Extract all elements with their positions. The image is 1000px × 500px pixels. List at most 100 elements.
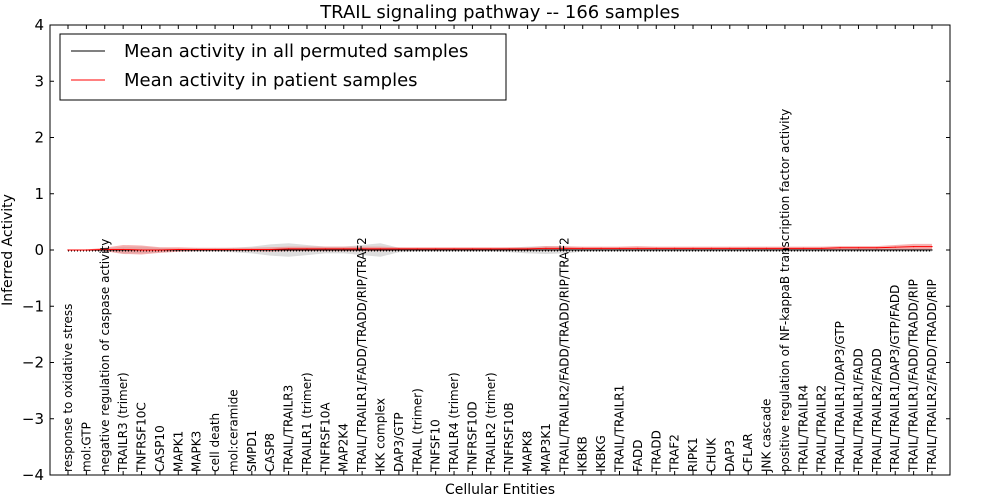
point-series-1	[361, 248, 363, 250]
line-series-1	[68, 246, 932, 251]
point-series-0	[453, 249, 455, 251]
point-series-0	[508, 249, 510, 251]
point-series-0	[398, 249, 400, 251]
point-series-1	[324, 248, 326, 250]
point-series-0	[876, 249, 878, 251]
point-series-1	[416, 248, 418, 250]
x-tick-label: IKK complex	[374, 398, 388, 472]
x-tick-label: TRAILR3 (trimer)	[116, 372, 130, 473]
x-tick-label: TRAIL/TRAILR1/DAP3/GTP/FADD	[888, 285, 902, 473]
x-tick-label: CFLAR	[741, 433, 755, 472]
point-series-1	[251, 248, 253, 251]
x-tick-label: IKBKB	[576, 436, 590, 472]
point-series-0	[655, 249, 657, 251]
y-tick-label: 0	[34, 241, 44, 259]
legend: Mean activity in all permuted samples Me…	[59, 33, 507, 101]
x-axis: response to oxidative stress mol:GTP negat…	[61, 25, 939, 475]
point-series-1	[765, 247, 768, 249]
x-tick-label: TRAIL/TRAILR2	[815, 385, 829, 473]
y-tick-label: 4	[34, 16, 44, 34]
point-series-0	[821, 249, 823, 251]
x-tick-label: MAP3K1	[539, 423, 553, 472]
point-series-1	[839, 247, 841, 249]
x-tick-label: TRAIL/TRAILR3	[282, 385, 296, 473]
x-tick-label: IKBKG	[594, 435, 608, 472]
x-tick-label: MAPK1	[171, 431, 185, 472]
point-series-1	[67, 249, 69, 251]
point-series-1	[287, 248, 290, 250]
point-series-1	[655, 247, 657, 249]
point-series-1	[85, 249, 87, 251]
point-series-1	[453, 248, 455, 250]
point-series-1	[894, 246, 896, 248]
x-tick-label: JNK cascade	[760, 399, 774, 473]
point-series-1	[600, 247, 602, 249]
point-series-1	[637, 247, 639, 249]
x-tick-label: TRAIL/TRAILR2/FADD/TRADD/RIP	[925, 279, 939, 473]
y-tick-label: 3	[34, 72, 44, 90]
x-tick-label: mol:GTP	[79, 422, 93, 472]
x-tick-label: negative regulation of caspase activity	[98, 239, 112, 472]
x-tick-label: TNFSF10	[429, 419, 443, 473]
point-series-0	[287, 249, 290, 251]
point-series-1	[471, 248, 474, 250]
point-series-1	[508, 248, 510, 250]
point-series-0	[379, 249, 382, 251]
point-series-1	[306, 248, 308, 250]
point-series-0	[343, 249, 345, 251]
series-lines	[67, 246, 933, 252]
point-series-1	[140, 249, 143, 251]
point-series-0	[913, 249, 915, 251]
x-tick-label: TRAF2	[668, 434, 682, 473]
point-series-0	[582, 249, 584, 251]
point-series-1	[618, 247, 621, 249]
point-series-0	[545, 249, 547, 251]
x-tick-label: TNFRSF10A	[318, 402, 332, 473]
point-series-1	[435, 248, 437, 250]
y-tick-label: 1	[34, 185, 44, 203]
point-series-1	[214, 248, 216, 251]
x-tick-label: RIPK1	[686, 437, 700, 472]
x-tick-label: response to oxidative stress	[61, 304, 75, 472]
x-tick-label: SMPD1	[245, 430, 259, 472]
point-series-1	[674, 247, 676, 249]
chart-title: TRAIL signaling pathway -- 166 samples	[319, 2, 680, 23]
point-series-1	[857, 247, 860, 249]
y-tick-label: −1	[22, 297, 44, 315]
point-series-0	[471, 249, 474, 251]
y-tick-label: −3	[22, 410, 44, 428]
x-tick-label: MAP2K4	[337, 423, 351, 472]
x-tick-label: CHUK	[704, 437, 718, 472]
point-series-1	[269, 248, 271, 251]
point-series-1	[876, 247, 878, 249]
point-series-0	[637, 249, 639, 251]
y-axis: −4 −3 −2 −1 0 1 2 3 4	[22, 16, 950, 484]
x-tick-label: TRAILR1 (trimer)	[300, 372, 314, 473]
point-series-1	[232, 248, 235, 251]
legend-label-permuted: Mean activity in all permuted samples	[124, 41, 468, 62]
x-axis-label: Cellular Entities	[445, 482, 555, 498]
point-series-1	[747, 247, 749, 249]
point-series-1	[159, 249, 161, 251]
x-tick-label: TRAIL/TRAILR1	[612, 385, 626, 473]
point-series-0	[747, 249, 749, 251]
point-series-1	[526, 248, 529, 250]
point-series-0	[729, 249, 731, 251]
x-tick-label: mol:ceramide	[226, 389, 240, 472]
x-tick-label: TRAIL/TRAILR4	[796, 385, 810, 473]
point-series-0	[931, 249, 933, 251]
x-tick-label: TRAIL/TRAILR2/FADD/TRADD/RIP/TRAF2	[557, 237, 571, 473]
point-series-0	[894, 249, 896, 251]
point-series-1	[490, 248, 492, 250]
y-tick-label: −2	[22, 354, 44, 372]
x-tick-label: TRAIL/TRAILR1/DAP3/GTP	[833, 321, 847, 473]
point-series-0	[435, 249, 437, 251]
point-series-0	[765, 249, 768, 251]
point-series-0	[563, 249, 565, 251]
point-series-1	[931, 246, 933, 248]
point-series-1	[784, 247, 786, 249]
point-series-1	[122, 248, 124, 251]
x-tick-label: positive regulation of NF-kappaB transcr…	[778, 109, 792, 472]
point-series-1	[802, 247, 804, 249]
